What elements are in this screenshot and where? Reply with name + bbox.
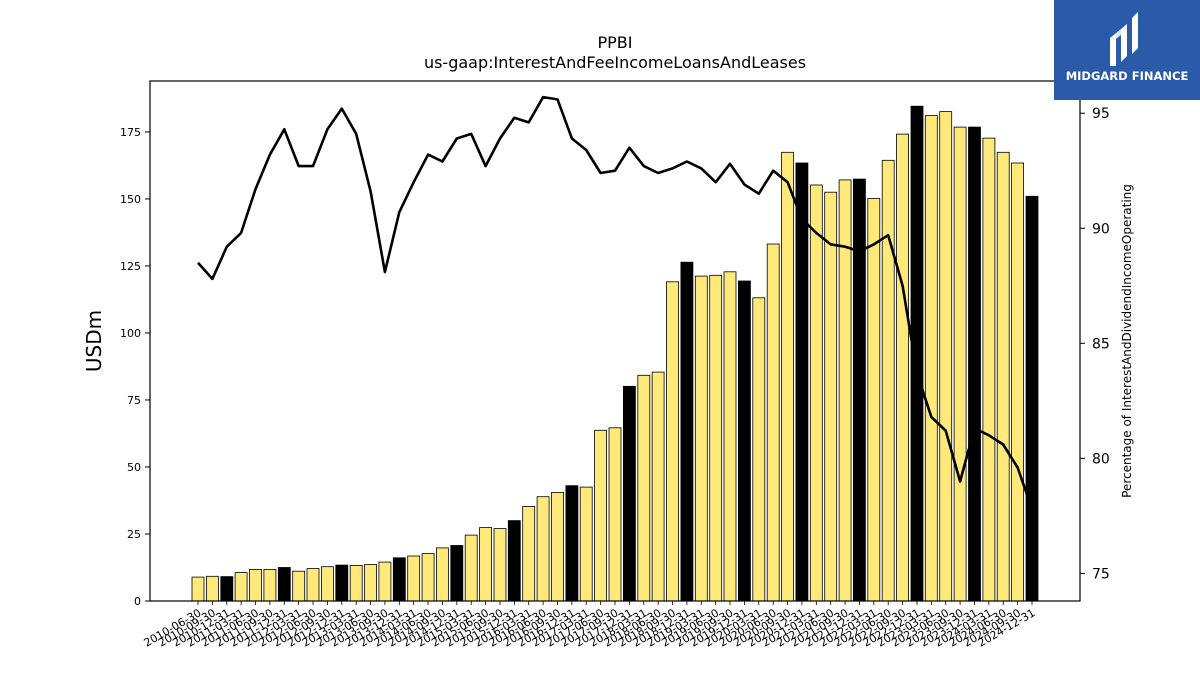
bar [881, 159, 895, 602]
bar [651, 371, 665, 602]
bar [349, 565, 363, 602]
bar [479, 527, 493, 602]
bar [694, 275, 708, 602]
bar [306, 568, 320, 602]
bar [579, 486, 593, 602]
bar [838, 179, 852, 602]
bar [364, 564, 378, 602]
bar [781, 151, 794, 602]
y2-axis-label: Percentage of InterestAndDividendIncomeO… [1120, 184, 1134, 498]
bar [249, 569, 262, 602]
y-tick-label: 0 [134, 595, 141, 608]
y-tick-label: 100 [120, 327, 141, 340]
y-tick-label: 50 [127, 461, 141, 474]
y-tick-label: 125 [120, 260, 141, 273]
bar [220, 576, 234, 602]
bar [924, 115, 938, 602]
bar [594, 429, 607, 602]
bar [392, 557, 406, 602]
bar [996, 151, 1010, 602]
bar [292, 570, 306, 602]
bar [824, 191, 838, 602]
bar [450, 545, 464, 602]
bar [335, 564, 349, 602]
y-tick-label: 175 [120, 126, 141, 139]
bar [378, 561, 392, 602]
bar [565, 485, 579, 602]
bar [234, 572, 248, 602]
bar [191, 576, 205, 602]
y-tick-label: 25 [127, 528, 141, 541]
bar [680, 261, 694, 602]
bar [968, 126, 981, 602]
bar [637, 374, 651, 602]
bar [896, 133, 909, 602]
y2-tick-label: 75 [1092, 566, 1110, 582]
bar [464, 534, 478, 602]
bar [939, 111, 953, 602]
bar [320, 566, 334, 602]
y2-tick-label: 95 [1092, 106, 1110, 122]
bar [522, 505, 536, 602]
bar [953, 126, 967, 602]
bar [407, 555, 421, 602]
bar [623, 385, 636, 602]
bar [551, 491, 564, 602]
bar [666, 281, 679, 602]
chart-title: PPBI [598, 33, 633, 52]
bar [982, 137, 996, 602]
brand-name: MIDGARD FINANCE [1065, 69, 1189, 83]
line-layer [197, 95, 1034, 510]
bar [709, 274, 723, 602]
y-axis-right: 75 80 85 90 95 [1080, 106, 1110, 582]
bar [435, 547, 449, 602]
bar [493, 528, 507, 602]
bar [723, 271, 737, 602]
y-axis-label: USDm [82, 310, 106, 372]
bar [795, 162, 809, 602]
bar [752, 297, 766, 602]
y-tick-label: 150 [120, 193, 141, 206]
bars-layer [191, 105, 1039, 602]
brand-logo: MIDGARD FINANCE [1054, 0, 1200, 100]
bar [766, 243, 780, 602]
bar [507, 520, 521, 602]
bar [1025, 195, 1039, 602]
bar [263, 569, 277, 602]
bar [536, 496, 550, 602]
bar [809, 184, 823, 602]
bar [277, 567, 291, 602]
midgard-logo-icon [1110, 12, 1138, 66]
chart-subtitle: us-gaap:InterestAndFeeIncomeLoansAndLeas… [424, 53, 806, 72]
bar [608, 427, 622, 602]
bar [867, 197, 881, 602]
series-line [197, 95, 1034, 510]
y2-tick-label: 90 [1092, 221, 1110, 237]
y2-tick-label: 80 [1092, 451, 1110, 467]
bar [853, 178, 866, 602]
y-axis-left: 0 25 50 75 100 125 150 175 [120, 126, 150, 608]
bar [421, 553, 435, 602]
y2-tick-label: 85 [1092, 336, 1110, 352]
y-tick-label: 75 [127, 394, 141, 407]
bar [205, 575, 219, 602]
bar [738, 280, 751, 602]
x-axis: 2010-06-302010-09-302010-12-312011-03-31… [142, 601, 1038, 650]
bar [1011, 162, 1024, 602]
